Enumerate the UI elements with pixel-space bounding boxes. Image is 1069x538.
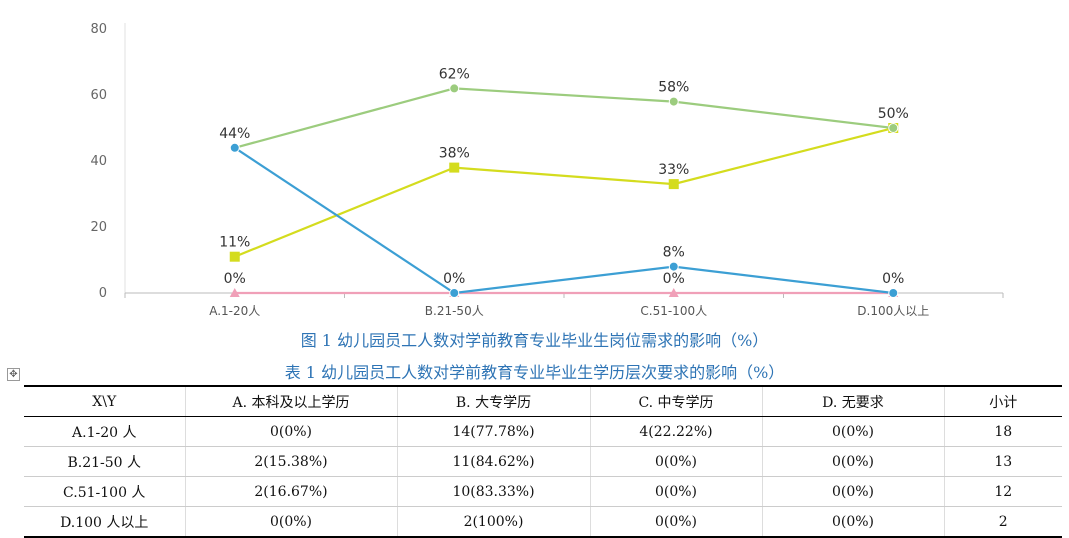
data-label: 50% xyxy=(878,106,909,122)
data-label: 0% xyxy=(882,271,904,287)
figure-caption: 图 1 幼儿园员工人数对学前教育专业毕业生岗位需求的影响（%） xyxy=(300,331,769,350)
header-cell: 小计 xyxy=(943,385,1062,417)
table-cell: C.51-100 人 xyxy=(24,476,185,507)
x-tick-label: C.51-100人 xyxy=(640,304,707,318)
table-header-row: X\Y A. 本科及以上学历 B. 大专学历 C. 中专学历 D. 无要求 小计 xyxy=(24,385,1062,417)
table-row: A.1-20 人 0(0%) 14(77.78%) 4(22.22%) 0(0%… xyxy=(24,416,1062,447)
data-label: 0% xyxy=(443,271,465,287)
data-label: 11% xyxy=(219,235,250,251)
data-label: 38% xyxy=(439,146,470,162)
data-label: 8% xyxy=(663,245,685,261)
chart-series: 0% 0% 11% 38% 33% 50% 62% 58% 44% 0% 8% 0% xyxy=(219,66,909,298)
table-cell: 11(84.62%) xyxy=(396,446,590,477)
table-cell: 0(0%) xyxy=(761,476,944,507)
header-cell: C. 中专学历 xyxy=(589,385,762,417)
series-line xyxy=(234,146,894,295)
line-chart: 0 20 40 60 80 A.1-20人 B.21-50人 C.51-100人 D.100人以… xyxy=(90,22,1004,318)
table-row: C.51-100 人 2(16.67%) 10(83.33%) 0(0%) 0(… xyxy=(24,476,1062,507)
table-row: B.21-50 人 2(15.38%) 11(84.62%) 0(0%) 0(0… xyxy=(24,446,1062,477)
data-point xyxy=(229,251,240,262)
move-icon: ✥ xyxy=(9,369,18,380)
data-label: 0% xyxy=(663,271,685,287)
table-cell: 0(0%) xyxy=(184,416,397,447)
table-cell: 0(0%) xyxy=(589,476,762,507)
y-tick-label: 20 xyxy=(90,220,107,235)
table-cell: D.100 人以上 xyxy=(24,506,185,538)
y-tick-label: 0 xyxy=(99,286,107,301)
table-cell: 0(0%) xyxy=(761,506,944,538)
header-cell: D. 无要求 xyxy=(761,385,944,417)
x-tick-label: A.1-20人 xyxy=(209,304,260,318)
data-point xyxy=(668,261,679,272)
data-label: 62% xyxy=(439,66,470,82)
series-group xyxy=(229,83,899,153)
table-cell: 2 xyxy=(943,506,1062,538)
data-point xyxy=(888,288,899,298)
table-row: D.100 人以上 0(0%) 2(100%) 0(0%) 0(0%) 2 xyxy=(24,506,1062,538)
data-label: 33% xyxy=(658,162,689,178)
data-point xyxy=(668,96,679,107)
x-tick-label: D.100人以上 xyxy=(857,304,929,318)
table-cell: 0(0%) xyxy=(761,416,944,447)
data-point xyxy=(229,288,240,297)
table-cell: 18 xyxy=(943,416,1062,447)
data-label: 44% xyxy=(219,126,250,142)
table-cell: 14(77.78%) xyxy=(396,416,590,447)
data-point xyxy=(449,288,460,298)
data-point xyxy=(668,179,679,190)
table-cell: 2(100%) xyxy=(396,506,590,538)
table-cell: A.1-20 人 xyxy=(24,416,185,447)
table-caption: 表 1 幼儿园员工人数对学前教育专业毕业生学历层次要求的影响（%） xyxy=(284,363,785,382)
header-cell: B. 大专学历 xyxy=(396,385,590,417)
y-tick-label: 80 xyxy=(90,22,107,37)
series-group xyxy=(229,142,899,298)
table-cell: 12 xyxy=(943,476,1062,507)
y-tick-label: 60 xyxy=(90,88,107,103)
table-cell: 0(0%) xyxy=(761,446,944,477)
table-cell: 13 xyxy=(943,446,1062,477)
data-point xyxy=(888,123,899,133)
data-point xyxy=(449,162,460,173)
y-tick-label: 40 xyxy=(90,154,107,169)
table-cell: 2(15.38%) xyxy=(184,446,397,477)
series-line xyxy=(234,126,894,258)
table-cell: 10(83.33%) xyxy=(396,476,590,507)
header-cell: A. 本科及以上学历 xyxy=(184,385,397,417)
data-label: 58% xyxy=(658,80,689,96)
data-point xyxy=(449,83,460,94)
table-cell: 0(0%) xyxy=(589,446,762,477)
table-cell: 0(0%) xyxy=(184,506,397,538)
series-line xyxy=(234,87,894,149)
table-cell: 4(22.22%) xyxy=(589,416,762,447)
table-cell: 0(0%) xyxy=(589,506,762,538)
data-label: 0% xyxy=(224,271,246,287)
data-point xyxy=(229,142,240,153)
header-cell: X\Y xyxy=(24,385,185,417)
series-group xyxy=(229,123,899,262)
table-move-handle[interactable]: ✥ xyxy=(7,368,20,381)
data-table: X\Y A. 本科及以上学历 B. 大专学历 C. 中专学历 D. 无要求 小计… xyxy=(24,385,1062,538)
x-tick-label: B.21-50人 xyxy=(425,304,484,318)
table-cell: 2(16.67%) xyxy=(184,476,397,507)
data-point xyxy=(668,288,679,297)
table-cell: B.21-50 人 xyxy=(24,446,185,477)
